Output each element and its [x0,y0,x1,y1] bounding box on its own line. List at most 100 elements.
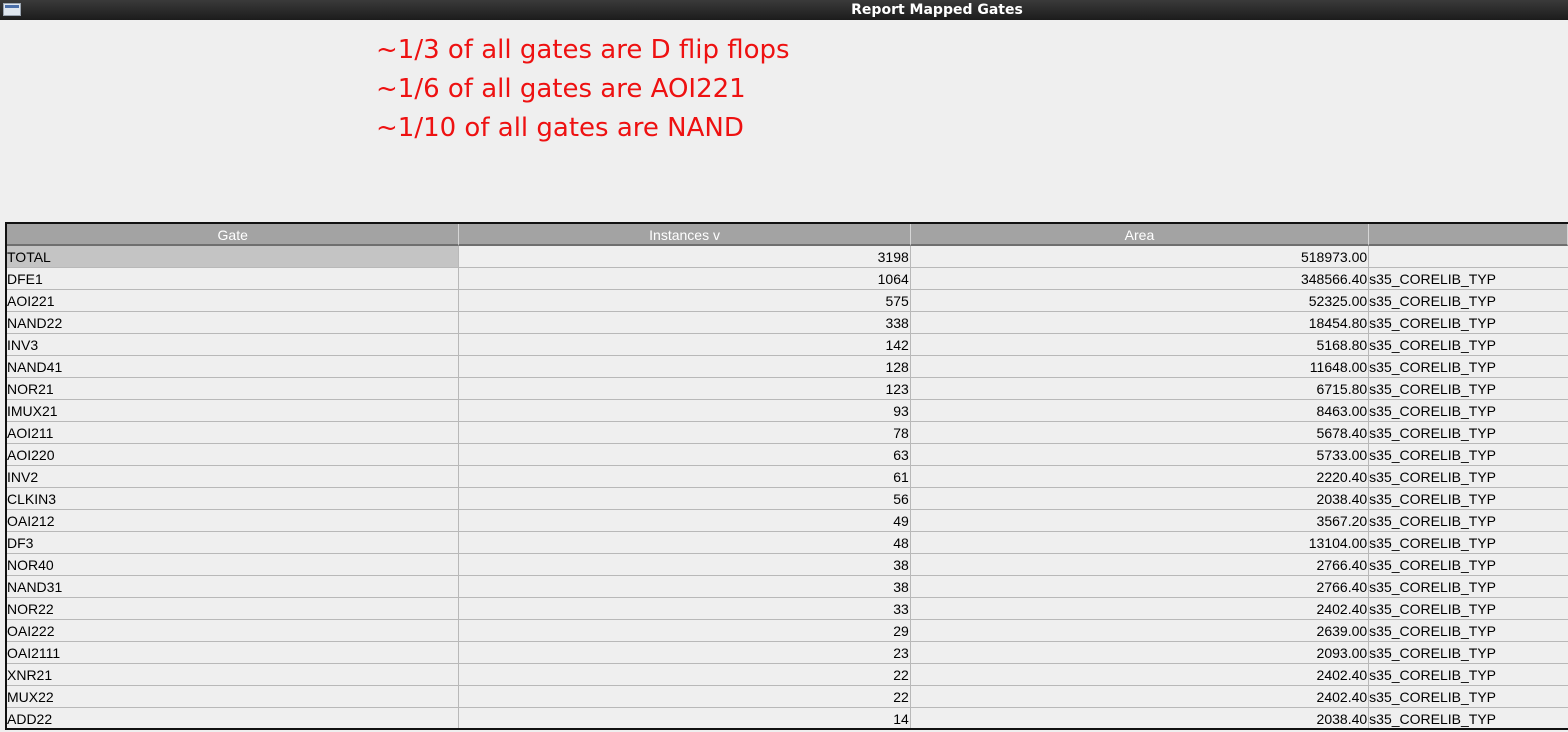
cell-gate: INV3 [7,334,460,355]
cell-library: s35_CORELIB_TYP [1369,601,1496,617]
table-row[interactable]: NOR22 33 2402.40 s35_CORELIB_TYP [7,598,1568,620]
table-row[interactable]: OAI222 29 2639.00 s35_CORELIB_TYP [7,620,1568,642]
column-header-instances[interactable]: Instances v [459,224,911,246]
cell-library: s35_CORELIB_TYP [1369,667,1496,683]
cell-gate: INV2 [7,466,460,487]
annotation-notes: ~1/3 of all gates are D flip flops ~1/6 … [376,31,790,148]
cell-area: 2766.40 [911,576,1370,597]
window-menu-icon[interactable] [3,3,21,16]
table-row[interactable]: NAND41 128 11648.00 s35_CORELIB_TYP [7,356,1568,378]
cell-instances: 575 [459,290,911,311]
cell-area: 2639.00 [911,620,1370,641]
cell-gate: NOR40 [7,554,460,575]
cell-library: s35_CORELIB_TYP [1369,381,1496,397]
table-row[interactable]: AOI211 78 5678.40 s35_CORELIB_TYP [7,422,1568,444]
cell-instances: 1064 [459,268,911,289]
cell-library: s35_CORELIB_TYP [1369,535,1496,551]
table-row[interactable]: OAI2111 23 2093.00 s35_CORELIB_TYP [7,642,1568,664]
cell-instances: 63 [459,444,911,465]
cell-instances: 56 [459,488,911,509]
table-row[interactable]: CLKIN3 56 2038.40 s35_CORELIB_TYP [7,488,1568,510]
table-row[interactable]: INV2 61 2220.40 s35_CORELIB_TYP [7,466,1568,488]
cell-area: 518973.00 [911,246,1370,267]
table-row[interactable]: NAND31 38 2766.40 s35_CORELIB_TYP [7,576,1568,598]
table-row[interactable]: IMUX21 93 8463.00 s35_CORELIB_TYP [7,400,1568,422]
column-header-library[interactable] [1369,224,1568,246]
cell-area: 2766.40 [911,554,1370,575]
cell-gate: AOI220 [7,444,460,465]
cell-gate: NAND22 [7,312,460,333]
cell-instances: 123 [459,378,911,399]
cell-library: s35_CORELIB_TYP [1369,403,1496,419]
cell-instances: 48 [459,532,911,553]
cell-library: s35_CORELIB_TYP [1369,689,1496,705]
cell-instances: 3198 [459,246,911,267]
table-row[interactable]: NAND22 338 18454.80 s35_CORELIB_TYP [7,312,1568,334]
cell-instances: 38 [459,554,911,575]
cell-gate: OAI212 [7,510,460,531]
cell-gate: NAND41 [7,356,460,377]
cell-gate: XNR21 [7,664,460,685]
table-row-total[interactable]: TOTAL 3198 518973.00 [7,246,1568,268]
table-row[interactable]: ADD22 14 2038.40 s35_CORELIB_TYP [7,708,1568,728]
cell-area: 2402.40 [911,686,1370,707]
cell-area: 5678.40 [911,422,1370,443]
window-title: Report Mapped Gates [851,2,1023,18]
cell-library: s35_CORELIB_TYP [1369,293,1496,309]
cell-library: s35_CORELIB_TYP [1369,271,1496,287]
table-row[interactable]: AOI221 575 52325.00 s35_CORELIB_TYP [7,290,1568,312]
cell-library: s35_CORELIB_TYP [1369,447,1496,463]
cell-library: s35_CORELIB_TYP [1369,513,1496,529]
cell-area: 2038.40 [911,488,1370,509]
cell-gate: NAND31 [7,576,460,597]
table-body: TOTAL 3198 518973.00 DFE1 1064 348566.40 s35_C… [7,246,1568,728]
table-row[interactable]: NOR40 38 2766.40 s35_CORELIB_TYP [7,554,1568,576]
column-header-gate[interactable]: Gate [7,224,460,246]
cell-library: s35_CORELIB_TYP [1369,623,1496,639]
cell-instances: 33 [459,598,911,619]
cell-gate: OAI2111 [7,642,460,663]
table-row[interactable]: AOI220 63 5733.00 s35_CORELIB_TYP [7,444,1568,466]
table-row[interactable]: DF3 48 13104.00 s35_CORELIB_TYP [7,532,1568,554]
window-titlebar[interactable]: Report Mapped Gates [0,0,1568,20]
cell-library [1369,246,1568,267]
cell-instances: 128 [459,356,911,377]
cell-instances: 22 [459,686,911,707]
cell-gate: NOR21 [7,378,460,399]
table-row[interactable]: MUX22 22 2402.40 s35_CORELIB_TYP [7,686,1568,708]
cell-area: 18454.80 [911,312,1370,333]
cell-gate: OAI222 [7,620,460,641]
cell-instances: 14 [459,708,911,728]
column-header-area[interactable]: Area [910,224,1370,246]
table-row[interactable]: OAI212 49 3567.20 s35_CORELIB_TYP [7,510,1568,532]
cell-area: 2220.40 [911,466,1370,487]
cell-area: 52325.00 [911,290,1370,311]
cell-area: 5733.00 [911,444,1370,465]
cell-gate: IMUX21 [7,400,460,421]
table-row[interactable]: NOR21 123 6715.80 s35_CORELIB_TYP [7,378,1568,400]
cell-library: s35_CORELIB_TYP [1369,469,1496,485]
cell-area: 2402.40 [911,598,1370,619]
cell-instances: 78 [459,422,911,443]
cell-gate: MUX22 [7,686,460,707]
cell-area: 2038.40 [911,708,1370,728]
cell-area: 3567.20 [911,510,1370,531]
table-row[interactable]: DFE1 1064 348566.40 s35_CORELIB_TYP [7,268,1568,290]
cell-instances: 61 [459,466,911,487]
cell-gate: ADD22 [7,708,460,728]
cell-gate: CLKIN3 [7,488,460,509]
cell-library: s35_CORELIB_TYP [1369,645,1496,661]
cell-gate: NOR22 [7,598,460,619]
cell-instances: 29 [459,620,911,641]
cell-area: 6715.80 [911,378,1370,399]
cell-library: s35_CORELIB_TYP [1369,425,1496,441]
gates-table: Gate Instances v Area TOTAL 3198 518973.00… [5,222,1568,730]
table-row[interactable]: XNR21 22 2402.40 s35_CORELIB_TYP [7,664,1568,686]
cell-instances: 142 [459,334,911,355]
cell-instances: 49 [459,510,911,531]
cell-library: s35_CORELIB_TYP [1369,491,1496,507]
table-header: Gate Instances v Area [7,224,1568,246]
cell-gate: AOI221 [7,290,460,311]
table-row[interactable]: INV3 142 5168.80 s35_CORELIB_TYP [7,334,1568,356]
cell-area: 348566.40 [911,268,1370,289]
